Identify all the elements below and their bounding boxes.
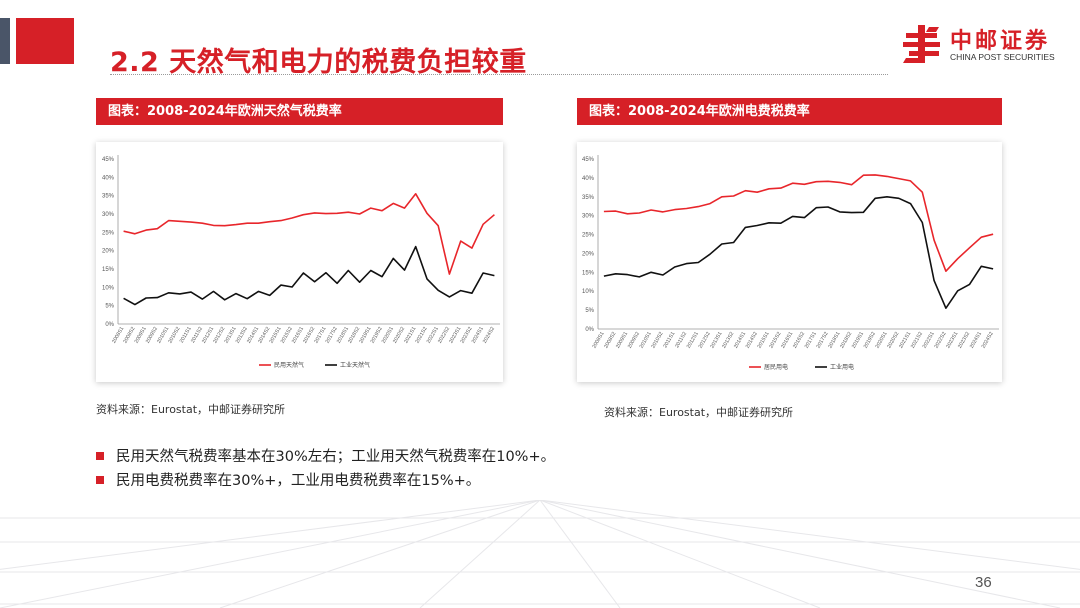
x-tick-label: 2024S2 xyxy=(981,331,995,350)
legend-label: 工业用电 xyxy=(830,363,854,371)
gas-tax-chart: 0%5%10%15%20%25%30%35%40%45%2008S12008S2… xyxy=(102,155,500,369)
y-tick-label: 20% xyxy=(582,251,595,257)
y-tick-label: 35% xyxy=(102,194,115,200)
series-line-industrial xyxy=(123,245,495,306)
y-tick-label: 30% xyxy=(582,214,595,220)
logo-chinese-name: 中邮证券 xyxy=(950,29,1051,54)
slide-title: 2.2 天然气和电力的税费负担较重 xyxy=(110,47,527,78)
electricity-tax-chart: 0%5%10%15%20%25%30%35%40%45%2008S12008S2… xyxy=(582,155,999,371)
y-tick-label: 20% xyxy=(102,249,115,255)
legend-label: 工业天然气 xyxy=(340,361,370,369)
y-tick-label: 5% xyxy=(585,308,594,314)
series-line-industrial xyxy=(603,195,994,309)
gas-chart-source: 资料来源：Eurostat，中邮证券研究所 xyxy=(96,403,286,416)
y-tick-label: 40% xyxy=(102,175,115,181)
page-number: 36 xyxy=(975,574,992,591)
series-line-residential xyxy=(603,174,994,272)
legend-label: 居民用电 xyxy=(764,363,788,371)
y-tick-label: 10% xyxy=(102,285,115,291)
legend-label: 民用天然气 xyxy=(274,361,304,369)
y-tick-label: 35% xyxy=(582,195,595,201)
series-line-residential xyxy=(123,192,495,275)
bullet-item: 民用电费税费率在30%+，工业用电费税费率在15%+。 xyxy=(96,469,480,490)
y-tick-label: 15% xyxy=(102,267,115,273)
bullet-item: 民用天然气税费率基本在30%左右；工业用天然气税费率在10%+。 xyxy=(96,445,555,466)
y-tick-label: 5% xyxy=(105,304,114,310)
y-tick-label: 30% xyxy=(102,212,115,218)
title-divider xyxy=(110,74,888,75)
company-logo: 中邮证券 CHINA POST SECURITIES xyxy=(903,24,1073,68)
y-tick-label: 45% xyxy=(102,157,115,163)
electricity-chart-panel: 0% 5% 10% 15% 20% 25% 30% 35% 40% 45% 2008S1 2008S2… xyxy=(577,142,1002,382)
bullet-text: 民用天然气税费率基本在30%左右；工业用天然气税费率在10%+。 xyxy=(116,449,556,465)
header-decor-dark-bar xyxy=(0,18,10,64)
header-decor-red-block xyxy=(16,18,74,64)
logo-english-name: CHINA POST SECURITIES xyxy=(950,52,1055,62)
gas-chart-panel: 0% 5% 10% 15% 20% 25% 30% 35% 40% 45% 2008S1 2008S2… xyxy=(96,142,503,382)
gas-chart-title-bar: 图表：2008-2024年欧洲天然气税费率 xyxy=(96,98,503,125)
bullet-square-icon xyxy=(96,475,104,484)
y-tick-label: 0% xyxy=(105,322,114,328)
y-tick-label: 25% xyxy=(582,233,595,239)
bullet-square-icon xyxy=(96,451,104,460)
y-tick-label: 25% xyxy=(102,230,115,236)
y-tick-label: 45% xyxy=(582,157,595,163)
china-post-logo-icon xyxy=(903,25,940,63)
decorative-floor-grid xyxy=(0,500,1080,608)
y-tick-label: 10% xyxy=(582,289,595,295)
bullet-text: 民用电费税费率在30%+，工业用电费税费率在15%+。 xyxy=(116,473,481,489)
electricity-chart-source: 资料来源：Eurostat，中邮证券研究所 xyxy=(604,406,794,419)
y-tick-label: 15% xyxy=(582,270,595,276)
y-tick-label: 0% xyxy=(585,327,594,333)
y-tick-label: 40% xyxy=(582,176,595,182)
electricity-chart-title-bar: 图表：2008-2024年欧洲电费税费率 xyxy=(577,98,1002,125)
